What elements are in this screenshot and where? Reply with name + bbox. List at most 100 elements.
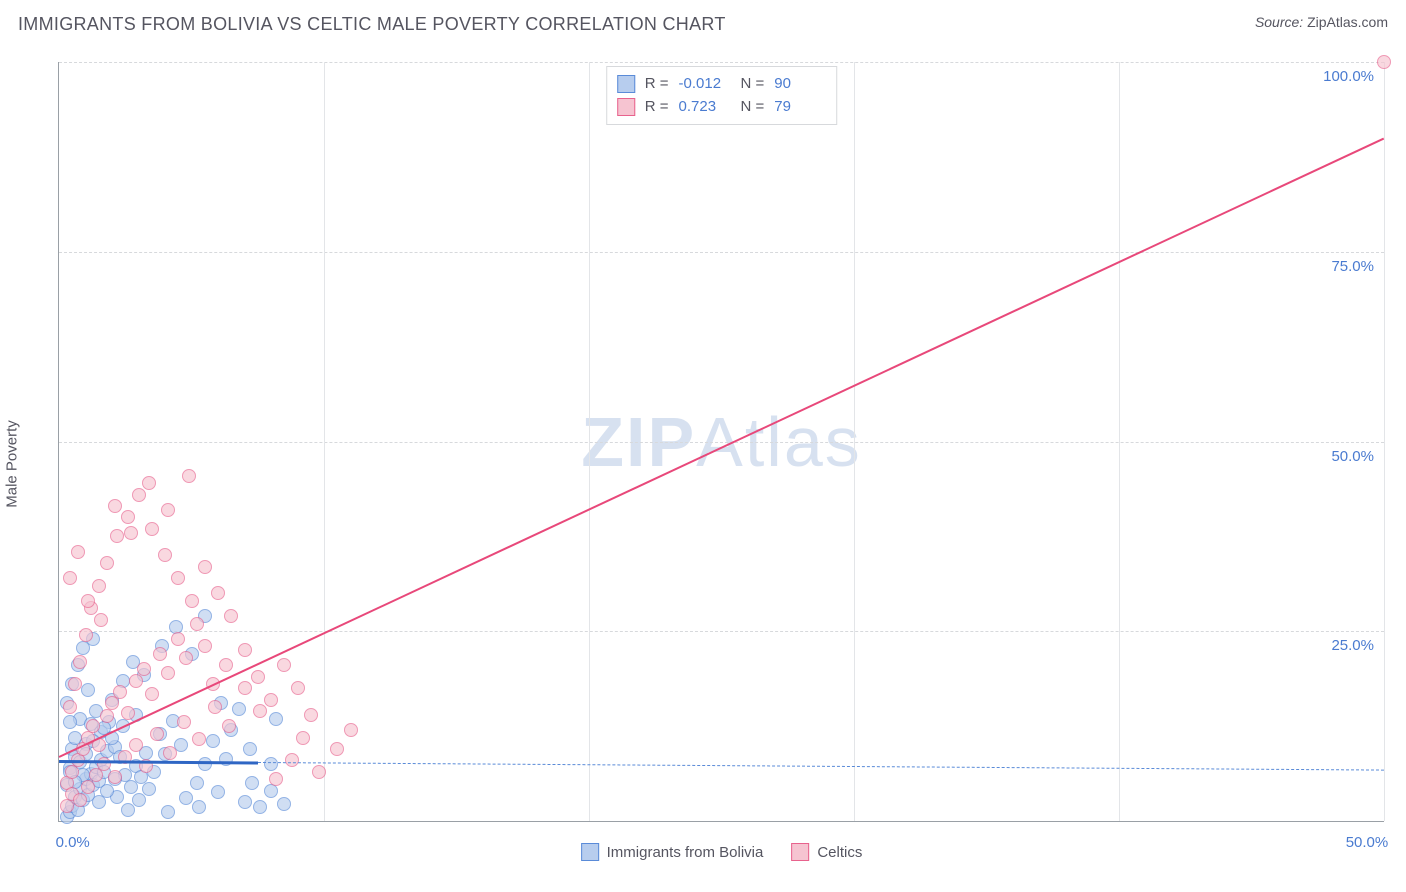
legend-swatch <box>617 75 635 93</box>
series-legend-label: Immigrants from Bolivia <box>607 844 764 861</box>
legend-n-label: N = <box>741 73 765 96</box>
scatter-point <box>94 613 108 627</box>
scatter-point <box>208 700 222 714</box>
scatter-point <box>79 628 93 642</box>
chart-header: IMMIGRANTS FROM BOLIVIA VS CELTIC MALE P… <box>0 0 1406 39</box>
x-tick-label: 50.0% <box>1346 834 1389 851</box>
scatter-point <box>145 687 159 701</box>
plot-region: ZIPAtlas R =-0.012N =90R =0.723N =79 Imm… <box>58 62 1384 822</box>
scatter-point <box>137 662 151 676</box>
scatter-point <box>238 681 252 695</box>
scatter-point <box>198 560 212 574</box>
scatter-point <box>296 731 310 745</box>
scatter-point <box>145 522 159 536</box>
scatter-point <box>277 797 291 811</box>
scatter-point <box>121 706 135 720</box>
source-value: ZipAtlas.com <box>1307 14 1388 30</box>
legend-n-label: N = <box>741 96 765 119</box>
scatter-point <box>142 782 156 796</box>
scatter-point <box>121 510 135 524</box>
scatter-point <box>158 548 172 562</box>
scatter-point <box>182 469 196 483</box>
scatter-point <box>312 765 326 779</box>
source-attribution: Source: ZipAtlas.com <box>1255 14 1388 30</box>
scatter-point <box>185 594 199 608</box>
scatter-point <box>253 800 267 814</box>
scatter-point <box>179 791 193 805</box>
scatter-point <box>73 793 87 807</box>
grid-line-v <box>589 62 590 821</box>
scatter-point <box>63 571 77 585</box>
scatter-point <box>264 693 278 707</box>
scatter-point <box>97 757 111 771</box>
trend-line <box>59 138 1385 758</box>
legend-r-value: -0.012 <box>679 73 731 96</box>
scatter-point <box>277 658 291 672</box>
scatter-point <box>171 571 185 585</box>
scatter-point <box>304 708 318 722</box>
scatter-point <box>198 639 212 653</box>
scatter-point <box>108 770 122 784</box>
grid-line-v <box>854 62 855 821</box>
scatter-point <box>73 655 87 669</box>
scatter-point <box>179 651 193 665</box>
scatter-point <box>150 727 164 741</box>
scatter-point <box>113 685 127 699</box>
scatter-point <box>110 529 124 543</box>
legend-r-label: R = <box>645 73 669 96</box>
legend-swatch <box>617 98 635 116</box>
grid-line-h <box>59 442 1384 443</box>
correlation-legend-row: R = -0.012 N = 90 <box>617 73 827 96</box>
scatter-point <box>86 719 100 733</box>
scatter-point <box>129 738 143 752</box>
scatter-point <box>71 545 85 559</box>
grid-line-v <box>324 62 325 821</box>
scatter-point <box>245 776 259 790</box>
scatter-point <box>285 753 299 767</box>
scatter-point <box>192 732 206 746</box>
scatter-point <box>192 800 206 814</box>
source-label: Source: <box>1255 14 1303 30</box>
scatter-point <box>177 715 191 729</box>
trend-line-ext <box>258 762 1384 771</box>
grid-line-h <box>59 62 1384 63</box>
scatter-point <box>63 700 77 714</box>
scatter-point <box>206 734 220 748</box>
scatter-point <box>1377 55 1391 69</box>
scatter-point <box>124 526 138 540</box>
y-tick-label: 25.0% <box>1331 637 1374 654</box>
grid-line-v <box>1119 62 1120 821</box>
scatter-point <box>132 793 146 807</box>
legend-r-value: 0.723 <box>679 96 731 119</box>
scatter-point <box>81 683 95 697</box>
correlation-legend: R = -0.012 N = 90 R = 0.723 N = 79 <box>606 66 838 125</box>
scatter-point <box>81 594 95 608</box>
scatter-point <box>100 709 114 723</box>
scatter-point <box>142 476 156 490</box>
scatter-point <box>253 704 267 718</box>
grid-line-h <box>59 252 1384 253</box>
chart-title: IMMIGRANTS FROM BOLIVIA VS CELTIC MALE P… <box>18 14 726 35</box>
scatter-point <box>171 632 185 646</box>
scatter-point <box>251 670 265 684</box>
scatter-point <box>132 488 146 502</box>
legend-r-label: R = <box>645 96 669 119</box>
y-tick-label: 50.0% <box>1331 448 1374 465</box>
scatter-point <box>63 715 77 729</box>
legend-n-value: 90 <box>774 73 826 96</box>
scatter-point <box>264 757 278 771</box>
scatter-point <box>222 719 236 733</box>
correlation-legend-row: R = 0.723 N = 79 <box>617 96 827 119</box>
scatter-point <box>153 647 167 661</box>
scatter-point <box>190 617 204 631</box>
x-tick-label: 0.0% <box>56 834 90 851</box>
scatter-point <box>238 643 252 657</box>
series-legend-label: Celtics <box>817 844 862 861</box>
scatter-point <box>269 772 283 786</box>
scatter-point <box>344 723 358 737</box>
scatter-point <box>269 712 283 726</box>
legend-n-value: 79 <box>774 96 826 119</box>
series-legend-item: Celtics <box>791 843 862 861</box>
scatter-point <box>211 785 225 799</box>
scatter-point <box>161 503 175 517</box>
